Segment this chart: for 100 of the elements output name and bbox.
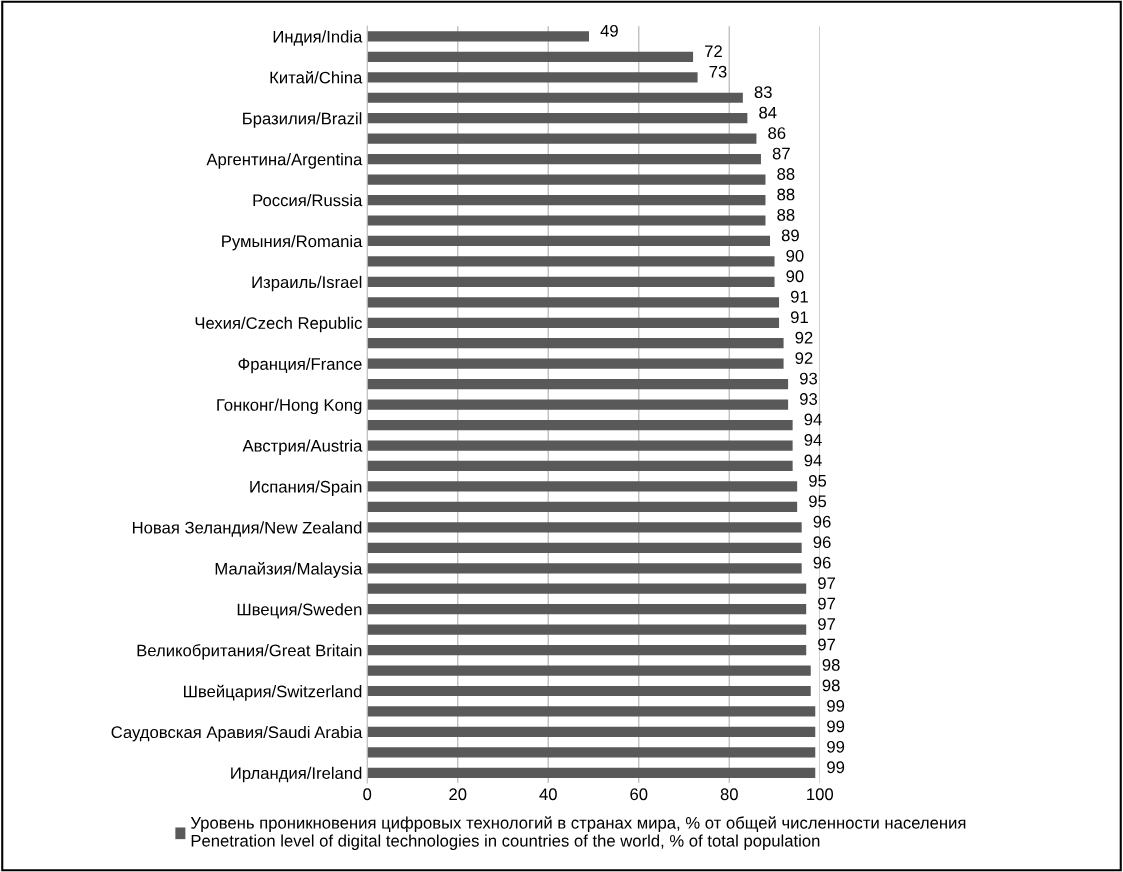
bar bbox=[367, 501, 798, 513]
y-tick-label: Аргентина/Argentina bbox=[206, 153, 363, 169]
bar bbox=[367, 338, 784, 349]
bar bbox=[367, 297, 780, 308]
data-label: 99 bbox=[827, 740, 845, 753]
x-tick-label: 40 bbox=[539, 788, 557, 801]
data-label: 49 bbox=[600, 24, 618, 37]
bar bbox=[367, 215, 766, 226]
data-label: 97 bbox=[818, 577, 836, 590]
data-label: 96 bbox=[813, 536, 831, 549]
data-label: 92 bbox=[795, 331, 813, 344]
bar bbox=[367, 92, 743, 103]
bar bbox=[367, 685, 811, 697]
data-label: 93 bbox=[800, 393, 818, 405]
bar bbox=[367, 317, 780, 328]
bar bbox=[367, 51, 694, 62]
bar bbox=[367, 767, 816, 778]
bar bbox=[367, 460, 793, 472]
y-tick-label: Румыния/Romania bbox=[222, 234, 363, 251]
bar bbox=[367, 522, 802, 533]
bar bbox=[367, 399, 789, 410]
bar bbox=[367, 481, 798, 492]
bar bbox=[367, 624, 807, 635]
data-label: 83 bbox=[754, 86, 772, 99]
bar bbox=[367, 194, 766, 206]
y-tick-label: Индия/India bbox=[273, 30, 363, 46]
x-tick-label: 80 bbox=[720, 788, 738, 801]
data-label: 92 bbox=[795, 352, 813, 364]
data-label: 88 bbox=[777, 168, 795, 180]
bar bbox=[367, 419, 793, 431]
data-label: 91 bbox=[790, 290, 808, 303]
data-label: 73 bbox=[709, 65, 727, 78]
bar bbox=[367, 665, 811, 676]
y-tick-label: Гонконг/Hong Kong bbox=[217, 398, 362, 415]
bar bbox=[367, 379, 789, 390]
bar bbox=[367, 276, 775, 287]
data-label: 90 bbox=[786, 249, 804, 262]
bar bbox=[367, 583, 807, 594]
bar bbox=[367, 113, 748, 124]
y-tick-label: Россия/Russia bbox=[253, 194, 363, 207]
data-label: 94 bbox=[804, 454, 822, 467]
data-label: 99 bbox=[827, 699, 845, 712]
data-label: 88 bbox=[777, 188, 795, 201]
y-tick-label: Швейцария/Switzerland bbox=[184, 684, 362, 701]
data-label: 96 bbox=[813, 515, 831, 528]
y-tick-label: Израиль/Israel bbox=[252, 275, 362, 292]
y-tick-label: Саудовская Аравия/Saudi Arabia bbox=[111, 725, 363, 742]
data-label: 96 bbox=[813, 556, 831, 569]
bar bbox=[367, 133, 757, 144]
x-tick-label: 0 bbox=[363, 788, 372, 801]
bar bbox=[367, 644, 807, 656]
data-label: 99 bbox=[827, 761, 845, 774]
y-tick-label: Ирландия/Ireland bbox=[231, 766, 362, 783]
bar bbox=[367, 72, 698, 83]
bar bbox=[367, 440, 793, 451]
y-tick-label: Бразилия/Brazil bbox=[243, 112, 362, 128]
data-label: 98 bbox=[822, 679, 840, 692]
bar bbox=[367, 235, 771, 247]
data-label: 94 bbox=[804, 434, 822, 446]
bar bbox=[367, 563, 802, 574]
data-label: 88 bbox=[777, 209, 795, 221]
x-tick-label: 20 bbox=[449, 788, 467, 801]
y-tick-label: Китай/China bbox=[270, 70, 363, 84]
data-label: 98 bbox=[822, 659, 840, 671]
data-label: 86 bbox=[768, 127, 786, 139]
data-label: 90 bbox=[786, 270, 804, 283]
y-tick-label: Испания/Spain bbox=[250, 480, 362, 496]
data-label: 95 bbox=[809, 474, 827, 487]
data-label: 95 bbox=[809, 495, 827, 508]
bar bbox=[367, 604, 807, 615]
y-tick-label: Франция/France bbox=[238, 357, 362, 374]
data-label: 97 bbox=[818, 597, 836, 610]
bar bbox=[367, 358, 784, 369]
data-label: 87 bbox=[772, 147, 790, 160]
data-label: 99 bbox=[827, 720, 845, 733]
y-tick-label: Австрия/Austria bbox=[242, 439, 363, 456]
data-label: 72 bbox=[705, 45, 722, 57]
bar bbox=[367, 747, 816, 758]
bar bbox=[367, 174, 766, 185]
data-label: 97 bbox=[818, 638, 836, 651]
bar bbox=[367, 256, 775, 267]
x-tick-label: 60 bbox=[630, 788, 648, 801]
y-tick-label: Великобритания/Great Britain bbox=[137, 643, 362, 660]
bar bbox=[367, 31, 589, 42]
bar bbox=[367, 706, 816, 717]
y-tick-label: Новая Зеландия/New Zealand bbox=[132, 521, 362, 537]
data-label: 84 bbox=[759, 106, 777, 119]
data-label: 93 bbox=[800, 372, 818, 385]
legend-label: Уровень проникновения цифровых технологий в странах мира, % от общей численности населения Penetration level of digital technologies in countries of the world, % of total population bbox=[190, 816, 966, 850]
data-label: 89 bbox=[781, 229, 799, 242]
x-tick-label: 100 bbox=[807, 788, 834, 801]
bar bbox=[367, 542, 802, 553]
data-label: 94 bbox=[804, 413, 822, 426]
y-tick-label: Чехия/Czech Republic bbox=[195, 316, 362, 333]
data-label: 97 bbox=[818, 618, 836, 630]
y-tick-label: Швеция/Sweden bbox=[237, 603, 362, 619]
bar bbox=[367, 726, 816, 738]
data-label: 91 bbox=[790, 311, 808, 324]
bar bbox=[367, 154, 761, 165]
y-tick-label: Малайзия/Malaysia bbox=[215, 562, 363, 578]
